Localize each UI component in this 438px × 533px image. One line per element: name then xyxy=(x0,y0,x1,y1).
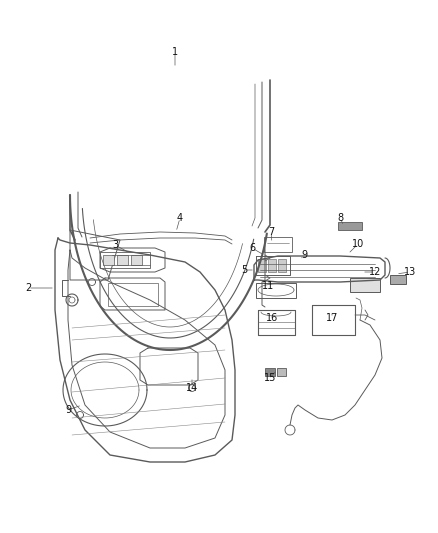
Text: 7: 7 xyxy=(268,227,274,237)
Polygon shape xyxy=(338,222,362,230)
Polygon shape xyxy=(277,368,286,376)
Text: 4: 4 xyxy=(177,213,183,223)
Polygon shape xyxy=(390,275,406,284)
Polygon shape xyxy=(265,368,275,376)
Text: 16: 16 xyxy=(266,313,278,323)
Polygon shape xyxy=(131,255,142,265)
Text: 10: 10 xyxy=(352,239,364,249)
Text: 2: 2 xyxy=(25,283,31,293)
Text: 14: 14 xyxy=(186,383,198,393)
Text: 15: 15 xyxy=(264,373,276,383)
Text: 1: 1 xyxy=(172,47,178,57)
Text: 12: 12 xyxy=(369,267,381,277)
Polygon shape xyxy=(103,255,114,265)
Text: 9: 9 xyxy=(301,250,307,260)
Text: 5: 5 xyxy=(241,265,247,275)
Text: 3: 3 xyxy=(112,240,118,250)
Polygon shape xyxy=(350,278,380,292)
Polygon shape xyxy=(268,259,276,272)
Text: 6: 6 xyxy=(249,243,255,253)
Text: 17: 17 xyxy=(326,313,338,323)
Text: 9: 9 xyxy=(65,405,71,415)
Polygon shape xyxy=(258,259,266,272)
Polygon shape xyxy=(117,255,128,265)
Text: 11: 11 xyxy=(262,281,274,291)
Polygon shape xyxy=(278,259,286,272)
Text: 13: 13 xyxy=(404,267,416,277)
Text: 8: 8 xyxy=(337,213,343,223)
